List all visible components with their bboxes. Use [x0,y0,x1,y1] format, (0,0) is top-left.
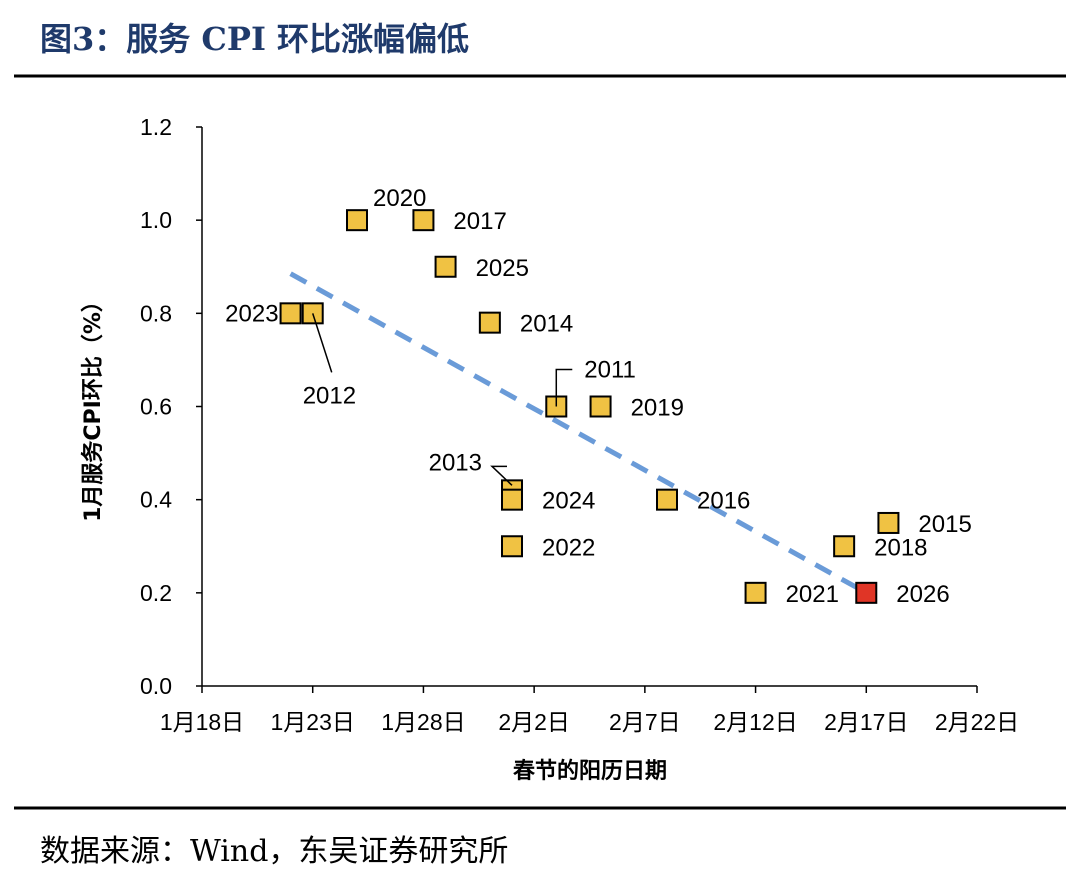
point-2024 [501,488,523,511]
point-label-2014: 2014 [520,311,573,338]
point-label-2022: 2022 [542,534,595,561]
point-2020 [346,209,368,232]
x-tick-label: 2月22日 [935,709,1019,735]
point-label-2021: 2021 [786,581,839,608]
point-label-2024: 2024 [542,488,595,515]
axes: 0.0 0.2 0.4 0.6 0.8 1.0 1.2 1月18日 1月23日 1月28日 2月2日… [140,114,1019,735]
point-2014 [478,311,501,334]
x-tick-label: 2月7日 [609,709,681,735]
leader-line-2011 [555,368,573,407]
point-label-2020: 2020 [373,185,426,212]
point-label-2012: 2012 [303,382,356,409]
x-tick-label: 2月2日 [498,709,570,735]
figure-title: 图3：服务 CPI 环比涨幅偏低 [40,20,470,58]
point-label-2023: 2023 [225,300,278,327]
point-2018 [833,535,856,558]
point-2017 [412,209,435,232]
point-label-2015: 2015 [918,511,971,538]
y-tick-label: 0.6 [140,394,172,420]
x-tick-label: 2月17日 [824,709,908,735]
y-tick-label: 0.4 [140,487,172,513]
point-2026 [855,581,878,604]
point-2022 [501,535,523,558]
y-tick-label: 1.2 [140,114,172,140]
y-tick-label: 1.0 [140,207,172,233]
point-label-2017: 2017 [453,208,506,235]
x-tick-label: 1月28日 [381,709,465,735]
point-label-2026: 2026 [896,581,949,608]
point-2019 [589,395,612,418]
points-group: 2023 2012 2020 2017 2025 2014 2013 2024 2022 2011… [225,185,972,608]
y-axis-label: 1月服务CPI环比（%） [81,290,106,522]
y-tick-label: 0.0 [140,673,172,699]
point-label-2018: 2018 [874,534,927,561]
point-2025 [434,255,457,278]
source-note: 数据来源：Wind，东吴证券研究所 [40,834,509,869]
y-tick-label: 0.8 [140,300,172,326]
point-2016 [656,488,678,511]
y-tick-label: 0.2 [140,580,172,606]
x-tick-label: 2月12日 [713,709,797,735]
point-label-2016: 2016 [697,488,750,515]
point-label-2013: 2013 [429,449,482,476]
point-label-2011: 2011 [584,357,636,384]
leader-line-2012 [312,313,333,373]
point-2023 [279,302,302,325]
x-axis-label: 春节的阳历日期 [513,758,667,784]
point-2015 [877,511,900,534]
point-label-2019: 2019 [631,395,684,422]
x-tick-label: 1月18日 [160,709,244,735]
point-label-2025: 2025 [476,255,529,282]
trendline-group [289,271,868,596]
x-tick-label: 1月23日 [271,709,355,735]
trendline [289,271,868,596]
leader-line-2013 [490,465,513,486]
point-2021 [744,581,767,604]
